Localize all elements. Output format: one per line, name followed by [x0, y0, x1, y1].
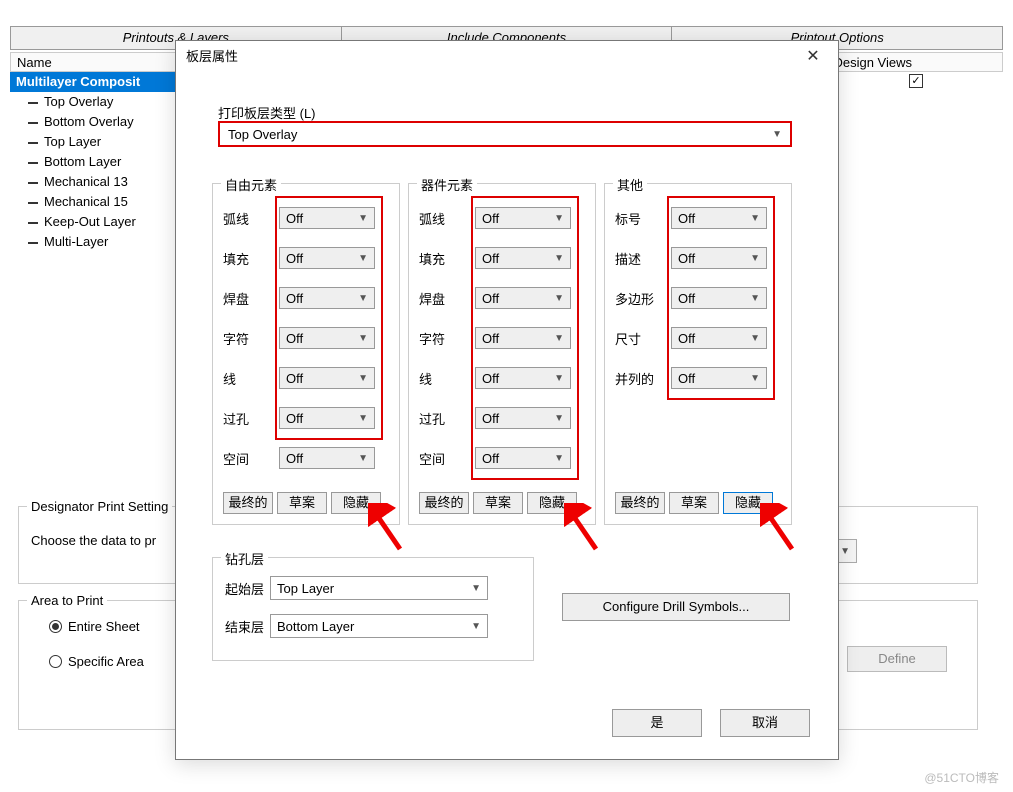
group-title: 钻孔层 [221, 549, 268, 568]
via-select[interactable]: Off▼ [475, 407, 571, 429]
tree-item[interactable]: Top Overlay [10, 92, 195, 112]
start-layer-select[interactable]: Top Layer▼ [270, 576, 488, 600]
tree-item[interactable]: Keep-Out Layer [10, 212, 195, 232]
section-label: Area to Print [27, 593, 107, 608]
string-select[interactable]: Off▼ [279, 327, 375, 349]
hide-button[interactable]: 隐藏 [723, 492, 773, 514]
chevron-down-icon: ▼ [554, 453, 564, 464]
designator-select[interactable]: Off▼ [671, 207, 767, 229]
chevron-down-icon: ▼ [471, 583, 481, 594]
radio-icon [49, 620, 62, 633]
fill-select[interactable]: Off▼ [475, 247, 571, 269]
arc-select[interactable]: Off▼ [279, 207, 375, 229]
drill-layers-group: 钻孔层 起始层 Top Layer▼ 结束层 Bottom Layer▼ [212, 557, 534, 661]
chevron-down-icon: ▼ [840, 546, 850, 557]
chevron-down-icon: ▼ [750, 293, 760, 304]
define-button[interactable]: Define [847, 646, 947, 672]
arc-select[interactable]: Off▼ [475, 207, 571, 229]
tree-item[interactable]: Multi-Layer [10, 232, 195, 252]
chevron-down-icon: ▼ [358, 253, 368, 264]
tree-item[interactable]: Bottom Layer [10, 152, 195, 172]
track-select[interactable]: Off▼ [279, 367, 375, 389]
chevron-down-icon: ▼ [554, 213, 564, 224]
chevron-down-icon: ▼ [358, 453, 368, 464]
tree-item[interactable]: Top Layer [10, 132, 195, 152]
group-title: 器件元素 [417, 175, 477, 194]
chevron-down-icon: ▼ [358, 293, 368, 304]
group-title: 其他 [613, 175, 647, 194]
layer-type-select[interactable]: Top Overlay ▼ [218, 121, 792, 147]
final-button[interactable]: 最终的 [419, 492, 469, 514]
tree-item[interactable]: Mechanical 15 [10, 192, 195, 212]
chevron-down-icon: ▼ [554, 333, 564, 344]
radio-icon [49, 655, 62, 668]
configure-drill-button[interactable]: Configure Drill Symbols... [562, 593, 790, 621]
chevron-down-icon: ▼ [750, 253, 760, 264]
design-views-checkbox[interactable] [909, 74, 923, 88]
group-title: 自由元素 [221, 175, 281, 194]
chevron-down-icon: ▼ [772, 129, 782, 140]
chevron-down-icon: ▼ [554, 253, 564, 264]
chevron-down-icon: ▼ [554, 413, 564, 424]
hide-button[interactable]: 隐藏 [331, 492, 381, 514]
region-select[interactable]: Off▼ [475, 447, 571, 469]
tree-item[interactable]: Bottom Overlay [10, 112, 195, 132]
final-button[interactable]: 最终的 [223, 492, 273, 514]
cancel-button[interactable]: 取消 [720, 709, 810, 737]
col-name: Name [11, 53, 181, 71]
ok-button[interactable]: 是 [612, 709, 702, 737]
free-primitives-group: 自由元素 弧线Off▼ 填充Off▼ 焊盘Off▼ 字符Off▼ 线Off▼ 过… [212, 183, 400, 525]
chevron-down-icon: ▼ [750, 213, 760, 224]
track-select[interactable]: Off▼ [475, 367, 571, 389]
string-select[interactable]: Off▼ [475, 327, 571, 349]
other-primitives-group: 其他 标号Off▼ 描述Off▼ 多边形Off▼ 尺寸Off▼ 并列的Off▼ … [604, 183, 792, 525]
polygon-select[interactable]: Off▼ [671, 287, 767, 309]
hide-button[interactable]: 隐藏 [527, 492, 577, 514]
via-select[interactable]: Off▼ [279, 407, 375, 429]
fill-select[interactable]: Off▼ [279, 247, 375, 269]
section-label: Designator Print Setting [27, 499, 172, 514]
chevron-down-icon: ▼ [358, 213, 368, 224]
draft-button[interactable]: 草案 [669, 492, 719, 514]
chevron-down-icon: ▼ [554, 293, 564, 304]
chevron-down-icon: ▼ [358, 413, 368, 424]
chevron-down-icon: ▼ [554, 373, 564, 384]
chevron-down-icon: ▼ [750, 373, 760, 384]
component-primitives-group: 器件元素 弧线Off▼ 填充Off▼ 焊盘Off▼ 字符Off▼ 线Off▼ 过… [408, 183, 596, 525]
chevron-down-icon: ▼ [471, 621, 481, 632]
dialog-title: 板层属性 [186, 41, 238, 73]
region-select[interactable]: Off▼ [279, 447, 375, 469]
dimension-select[interactable]: Off▼ [671, 327, 767, 349]
layer-tree: Multilayer Composit Top Overlay Bottom O… [10, 72, 195, 252]
final-button[interactable]: 最终的 [615, 492, 665, 514]
tree-root[interactable]: Multilayer Composit [10, 72, 195, 92]
comment-select[interactable]: Off▼ [671, 247, 767, 269]
chevron-down-icon: ▼ [358, 333, 368, 344]
end-layer-select[interactable]: Bottom Layer▼ [270, 614, 488, 638]
tree-item[interactable]: Mechanical 13 [10, 172, 195, 192]
draft-button[interactable]: 草案 [473, 492, 523, 514]
coordinate-select[interactable]: Off▼ [671, 367, 767, 389]
pad-select[interactable]: Off▼ [475, 287, 571, 309]
draft-button[interactable]: 草案 [277, 492, 327, 514]
watermark: @51CTO博客 [924, 769, 999, 786]
close-icon[interactable]: ✕ [798, 41, 828, 73]
chevron-down-icon: ▼ [750, 333, 760, 344]
chevron-down-icon: ▼ [358, 373, 368, 384]
layer-properties-dialog: 板层属性 ✕ 打印板层类型 (L) Top Overlay ▼ 自由元素 弧线O… [175, 40, 839, 760]
layer-type-label: 打印板层类型 (L) [218, 103, 316, 122]
pad-select[interactable]: Off▼ [279, 287, 375, 309]
